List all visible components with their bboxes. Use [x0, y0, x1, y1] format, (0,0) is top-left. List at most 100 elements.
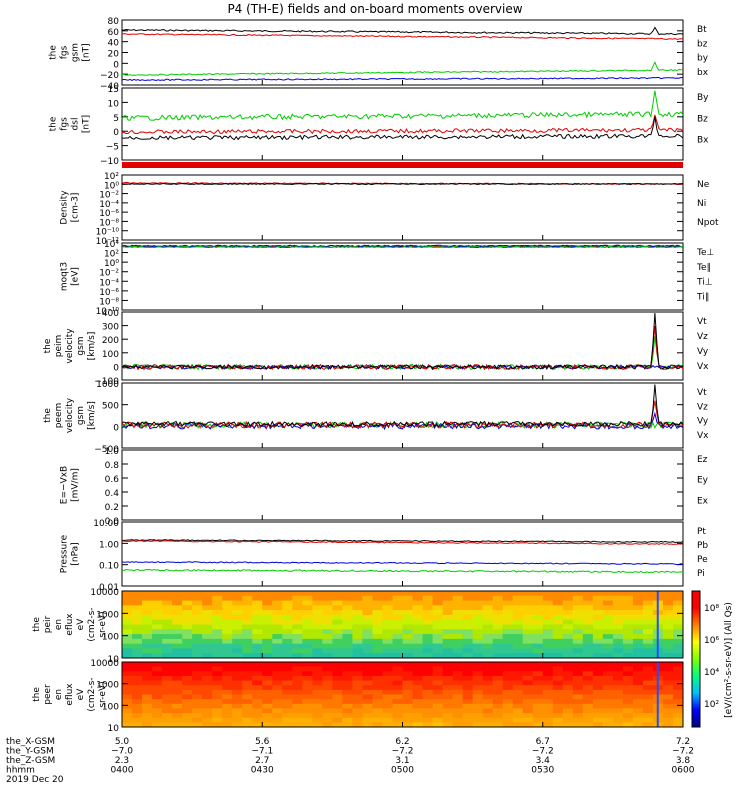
spectrogram-cell — [312, 675, 323, 682]
spectrogram-cell — [272, 610, 283, 616]
spectrogram-cell — [382, 675, 393, 682]
spectrogram-cell — [382, 713, 393, 719]
spectrogram-cell — [452, 643, 464, 649]
spectrogram-cell — [492, 624, 504, 630]
spectrogram-cell — [282, 624, 293, 630]
spectrogram-cell — [372, 610, 383, 616]
spectrogram-cell — [562, 614, 574, 621]
spectrogram-cell — [262, 708, 273, 714]
spectrogram-cell — [542, 619, 554, 625]
spectrogram-cell — [262, 680, 273, 686]
legend-Vt: Vt — [697, 388, 707, 398]
spectrogram-cell — [382, 717, 393, 723]
spectrogram-cell — [452, 638, 464, 645]
spectrogram-cell — [372, 671, 383, 677]
spectrogram-cell — [532, 595, 544, 602]
spectrogram-cell — [392, 595, 403, 602]
spectrogram-cell — [352, 591, 363, 597]
y-tick-label: 10 — [108, 724, 120, 734]
spectrogram-cell — [172, 619, 183, 625]
spectrogram-cell — [502, 708, 514, 714]
spectrogram-cell — [602, 619, 614, 625]
spectrogram-cell — [192, 624, 203, 630]
spectrogram-cell — [352, 662, 363, 668]
spectrogram-cell — [602, 666, 614, 672]
spectrogram-cell — [212, 722, 223, 728]
spectrogram-cell — [522, 595, 534, 602]
spectrogram-cell — [182, 699, 193, 705]
x-tick-label: 2.3 — [115, 756, 129, 766]
spectrogram-cell — [532, 619, 544, 625]
spectrogram-cell — [192, 595, 203, 602]
spectrogram-cell — [642, 675, 654, 682]
spectrogram-cell — [212, 610, 223, 616]
spectrogram-cell — [432, 648, 444, 654]
spectrogram-cell — [222, 662, 233, 668]
spectrogram-cell — [202, 717, 213, 723]
spectrogram-cell — [232, 699, 243, 705]
y-tick-label: 15 — [108, 85, 119, 95]
spectrogram-cell — [232, 694, 243, 700]
spectrogram-cell — [252, 629, 263, 635]
spectrogram-cell — [532, 722, 544, 728]
series-line — [121, 326, 684, 371]
spectrogram-cell — [462, 699, 474, 705]
spectrogram-cell — [512, 629, 524, 635]
spectrogram-cell — [252, 713, 263, 719]
spectrogram-cell — [492, 605, 504, 611]
spectrogram-cell — [292, 648, 303, 654]
spectrogram-cell — [162, 699, 173, 705]
spectrogram-cell — [622, 685, 634, 691]
panel-frame — [121, 449, 684, 521]
spectrogram-cell — [302, 624, 313, 630]
y-axis-label: velocity — [65, 328, 75, 364]
spectrogram-cell — [182, 722, 193, 728]
spectrogram-cell — [642, 591, 654, 597]
spectrogram-cell — [412, 619, 424, 625]
spectrogram-cell — [332, 675, 343, 682]
spectrogram-cell — [232, 595, 243, 602]
spectrogram-cell — [262, 648, 273, 654]
spectrogram-cell — [312, 624, 323, 630]
spectrogram-cell — [462, 624, 474, 630]
spectrogram-cell — [242, 600, 253, 606]
spectrogram-cell — [392, 610, 403, 616]
spectrogram-cell — [662, 708, 674, 714]
spectrogram-cell — [572, 648, 584, 654]
spectrogram-cell — [612, 591, 624, 597]
spectrogram-cell — [392, 722, 403, 728]
spectrogram-cell — [552, 643, 564, 649]
spectrogram-cell — [342, 675, 353, 682]
spectrogram-cell — [672, 717, 684, 723]
spectrogram-cell — [632, 629, 644, 635]
spectrogram-cell — [302, 685, 313, 691]
spectrogram-cell — [142, 619, 153, 625]
spectrogram-cell — [442, 680, 454, 686]
spectrogram-cell — [542, 595, 554, 602]
spectrogram-cell — [492, 653, 504, 659]
spectrogram-cell — [362, 619, 373, 625]
spectrogram-cell — [422, 713, 434, 719]
spectrogram-cell — [262, 666, 273, 672]
spectrogram-cell — [422, 662, 434, 668]
spectrogram-cell — [442, 703, 454, 709]
spectrogram-cell — [482, 595, 494, 602]
spectrogram-cell — [422, 605, 434, 611]
spectrogram-cell — [332, 619, 343, 625]
spectrogram-cell — [552, 653, 564, 659]
y-tick-label: 1000 — [96, 380, 119, 390]
x-tick-label: 0500 — [391, 766, 414, 776]
spectrogram-cell — [412, 653, 424, 659]
spectrogram-cell — [302, 722, 313, 728]
spectrogram-cell — [252, 624, 263, 630]
spectrogram-cell — [302, 591, 313, 597]
spectrogram-cell — [122, 614, 133, 621]
spectrogram-cell — [552, 614, 564, 621]
spectrogram-cell — [252, 722, 263, 728]
spectrogram-cell — [422, 689, 434, 695]
spectrogram-cell — [192, 708, 203, 714]
spectrogram-cell — [172, 614, 183, 621]
spectrogram-cell — [612, 703, 624, 709]
spectrogram-cell — [492, 699, 504, 705]
spectrogram-cell — [412, 666, 424, 672]
